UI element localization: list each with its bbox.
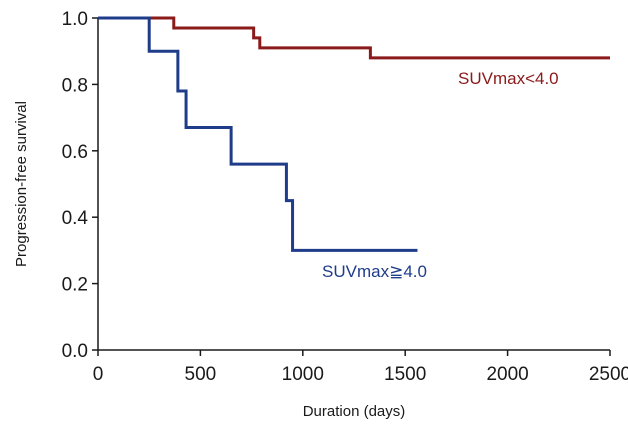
y-tick-label: 0.8: [62, 75, 88, 96]
y-axis-ticks: 0.0 0.2 0.4 0.6 0.8 1.0: [62, 9, 98, 362]
y-axis-title: Progression-free survival: [13, 101, 30, 267]
plot-frame: [97, 18, 610, 351]
x-tick-label: 500: [185, 364, 217, 385]
y-tick-label: 0.4: [62, 208, 89, 229]
y-tick-label: 0.2: [62, 275, 88, 296]
y-tick-label: 0.0: [62, 341, 88, 362]
series-lines: [98, 16, 610, 252]
x-tick-label: 2500: [589, 364, 628, 385]
x-axis-ticks: 0 500 1000 1500 2000 2500: [93, 350, 628, 385]
x-tick-label: 2000: [486, 364, 528, 385]
y-tick-label: 0.6: [62, 142, 88, 163]
series-label-low-suv: SUVmax<4.0: [458, 69, 559, 88]
series-line-low-suv: [98, 16, 610, 60]
series-line-high-suv: [98, 16, 418, 252]
series-label-high-suv: SUVmax≧4.0: [322, 262, 427, 281]
x-tick-label: 0: [93, 364, 104, 385]
y-tick-label: 1.0: [62, 9, 88, 30]
x-axis-title: Duration (days): [303, 403, 406, 420]
x-tick-label: 1500: [384, 364, 426, 385]
x-tick-label: 1000: [282, 364, 324, 385]
